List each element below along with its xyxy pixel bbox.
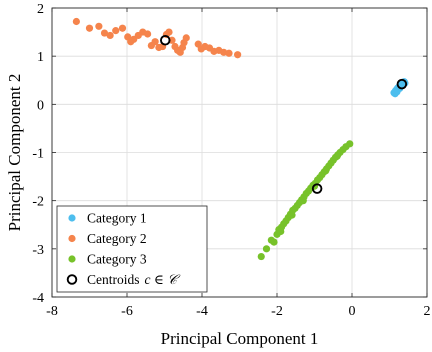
data-point [346, 140, 354, 148]
y-tick-label: -3 [32, 243, 44, 258]
legend: Category 1 Category 2 Category 3 Centroids c… [56, 205, 208, 293]
x-tick-label: -8 [46, 304, 58, 319]
centroid-point [311, 183, 323, 194]
centroid-point [396, 78, 408, 90]
legend-marker [68, 234, 76, 243]
data-point [106, 31, 114, 40]
centroid-point [159, 35, 171, 46]
data-point [398, 81, 406, 89]
x-axis-label: Principal Component 1 [161, 329, 319, 348]
plot-frame [51, 7, 428, 298]
data-point [100, 29, 109, 37]
x-tick-label: 2 [424, 304, 431, 319]
legend-label: Category 1 [87, 211, 147, 226]
data-point [112, 27, 120, 35]
data-point [333, 152, 341, 160]
y-tick-label: -2 [32, 195, 44, 210]
x-tick-label: 0 [349, 304, 356, 319]
data-point [270, 238, 278, 246]
data-point [391, 90, 399, 98]
y-axis-label: Principal Component 2 [5, 74, 24, 232]
data-point [262, 245, 271, 253]
data-point [257, 252, 265, 261]
data-point [151, 38, 159, 46]
data-point [234, 51, 242, 59]
legend-marker [68, 255, 76, 263]
data-point [277, 227, 285, 236]
legend-marker [66, 274, 78, 285]
series-2 [72, 17, 242, 59]
data-point [168, 36, 176, 44]
y-tick-label: -1 [32, 147, 44, 162]
y-tick-label: 2 [37, 2, 44, 17]
x-tick-label: -4 [196, 304, 208, 319]
legend-label: Category 2 [87, 231, 147, 246]
legend-label: Category 3 [87, 252, 147, 267]
data-point [95, 22, 103, 30]
x-tick-label: -6 [121, 304, 133, 319]
data-point [165, 28, 173, 36]
data-point [144, 30, 152, 38]
data-point [118, 24, 127, 32]
y-tick-labels: -4 -3 -2 -1 0 1 2 [32, 2, 44, 306]
x-tick-labels: -8 -6 -4 -2 0 2 [46, 304, 430, 319]
legend-box [56, 205, 208, 293]
data-point [72, 17, 80, 26]
x-tick-label: -2 [271, 304, 283, 319]
legend-marker [68, 214, 76, 222]
data-point [182, 34, 190, 42]
data-point [85, 24, 94, 32]
data-point [322, 167, 330, 175]
data-point [225, 49, 233, 57]
y-tick-label: 0 [37, 98, 44, 113]
y-tick-label: -4 [32, 291, 44, 306]
y-tick-label: 1 [37, 50, 44, 65]
data-points [72, 17, 409, 261]
data-point [299, 197, 307, 205]
legend-label: Centroids c ∈ 𝒞 [87, 272, 181, 287]
series-4 [159, 35, 408, 194]
data-point [288, 211, 296, 219]
